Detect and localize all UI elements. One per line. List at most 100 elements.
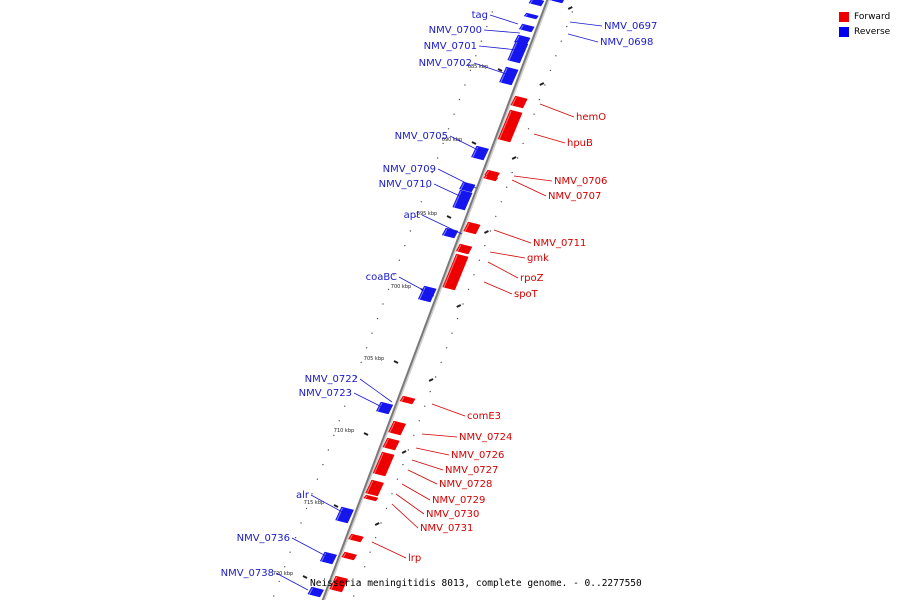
- major-tick: [483, 230, 489, 234]
- gene-label-gmk[interactable]: gmk: [527, 253, 549, 264]
- forward-gene-block-shine: [366, 480, 374, 495]
- gene-label-nmv_0702[interactable]: NMV_0702: [419, 58, 472, 69]
- gene-label-spot-leader: [483, 281, 513, 295]
- tick-dot: [420, 201, 422, 203]
- forward-gene-block[interactable]: [463, 221, 481, 235]
- forward-gene-block[interactable]: [388, 420, 407, 436]
- tick-dot: [571, 11, 573, 13]
- major-tick: [374, 522, 380, 526]
- tick-dot: [424, 405, 426, 407]
- reverse-gene-block[interactable]: [499, 66, 519, 86]
- gene-label-nmv_0697[interactable]: NMV_0697: [604, 21, 657, 32]
- forward-gene-block[interactable]: [372, 451, 395, 477]
- gene-label-nmv_0731[interactable]: NMV_0731: [420, 523, 473, 534]
- reverse-gene-block[interactable]: [471, 145, 489, 161]
- reverse-gene-block[interactable]: [549, 0, 566, 4]
- tick-dot: [544, 84, 546, 86]
- reverse-gene-block[interactable]: [307, 586, 324, 598]
- gene-label-gmk-leader: [489, 251, 526, 259]
- gene-label-rpoz[interactable]: rpoZ: [520, 273, 544, 284]
- tick-dot: [447, 128, 450, 130]
- forward-gene-block[interactable]: [348, 533, 364, 543]
- forward-gene-block[interactable]: [455, 243, 473, 255]
- scale-label: 685 kbp: [468, 64, 488, 70]
- gene-label-nmv_0724[interactable]: NMV_0724: [459, 432, 512, 443]
- forward-gene-block[interactable]: [329, 575, 349, 593]
- gene-label-nmv_0729[interactable]: NMV_0729: [432, 495, 485, 506]
- major-tick: [511, 156, 517, 160]
- gene-label-hpub[interactable]: hpuB: [567, 138, 593, 149]
- gene-label-coabc[interactable]: coaBC: [366, 272, 397, 283]
- forward-gene-block[interactable]: [382, 437, 400, 451]
- reverse-gene-block[interactable]: [518, 23, 535, 33]
- gene-label-nmv_0709[interactable]: NMV_0709: [383, 164, 436, 175]
- tick-dot: [371, 332, 373, 334]
- major-tick: [456, 304, 462, 308]
- reverse-gene-block[interactable]: [452, 189, 473, 211]
- forward-gene-block[interactable]: [483, 174, 499, 182]
- gene-label-nmv_0710[interactable]: NMV_0710: [379, 179, 432, 190]
- gene-label-apt[interactable]: apt: [404, 210, 420, 221]
- legend-label-reverse: Reverse: [854, 26, 891, 37]
- reverse-gene-block[interactable]: [523, 12, 539, 20]
- gene-label-nmv_0730-leader: [395, 493, 425, 515]
- tick-dot: [456, 317, 459, 320]
- tick-dot: [440, 361, 442, 364]
- gene-label-nmv_0705[interactable]: NMV_0705: [395, 131, 448, 142]
- reverse-gene-block-shine: [308, 587, 314, 596]
- forward-gene-block[interactable]: [442, 253, 469, 291]
- gene-label-spot[interactable]: spoT: [514, 289, 539, 300]
- tick-dot: [391, 493, 393, 495]
- gene-label-nmv_0726[interactable]: NMV_0726: [451, 450, 504, 461]
- reverse-gene-block-shine: [519, 24, 524, 31]
- gene-label-nmv_0736[interactable]: NMV_0736: [237, 533, 290, 544]
- gene-label-nmv_0730[interactable]: NMV_0730: [426, 509, 479, 520]
- gene-label-come3[interactable]: comE3: [467, 411, 501, 422]
- forward-gene-block[interactable]: [510, 95, 528, 109]
- forward-gene-block[interactable]: [365, 479, 385, 497]
- gene-label-nmv_0701-leader: [478, 45, 519, 51]
- gene-label-nmv_0727[interactable]: NMV_0727: [445, 465, 498, 476]
- gene-label-nmv_0711[interactable]: NMV_0711: [533, 238, 586, 249]
- gene-label-tag-leader: [489, 14, 519, 25]
- forward-gene-block-shine: [349, 534, 353, 541]
- tick-dot: [436, 157, 439, 159]
- gene-label-nmv_0729-leader: [401, 483, 431, 501]
- gene-label-nmv_0709-leader: [437, 168, 477, 189]
- gene-label-nmv_0698[interactable]: NMV_0698: [600, 37, 653, 48]
- forward-gene-block[interactable]: [497, 109, 523, 143]
- reverse-gene-block[interactable]: [507, 40, 529, 64]
- tick-dot: [500, 201, 502, 203]
- reverse-swatch: [839, 26, 849, 37]
- gene-label-nmv_0738[interactable]: NMV_0738: [221, 568, 274, 579]
- gene-label-alr[interactable]: alr: [296, 490, 310, 501]
- gene-label-nmv_0700[interactable]: NMV_0700: [429, 25, 482, 36]
- forward-gene-block[interactable]: [341, 551, 358, 561]
- reverse-gene-block[interactable]: [417, 285, 437, 303]
- gene-label-tag[interactable]: tag: [472, 10, 488, 21]
- forward-gene-block-shine: [498, 110, 512, 141]
- tick-dot: [305, 507, 308, 510]
- tick-dot: [289, 551, 291, 553]
- tick-dot: [283, 566, 286, 568]
- tick-dot: [353, 595, 355, 597]
- gene-label-hemo[interactable]: hemO: [576, 112, 606, 123]
- forward-gene-block[interactable]: [399, 395, 416, 405]
- forward-gene-block[interactable]: [363, 494, 379, 502]
- tick-dot: [413, 434, 415, 437]
- gene-label-nmv_0707[interactable]: NMV_0707: [548, 191, 601, 202]
- gene-label-nmv_0723[interactable]: NMV_0723: [299, 388, 352, 399]
- gene-label-lrp[interactable]: lrp: [408, 553, 421, 564]
- gene-label-nmv_0701[interactable]: NMV_0701: [424, 41, 477, 52]
- reverse-gene-block[interactable]: [528, 0, 545, 7]
- scale-label: 700 kbp: [391, 284, 411, 290]
- gene-label-nmv_0722[interactable]: NMV_0722: [305, 374, 358, 385]
- reverse-gene-block[interactable]: [459, 181, 476, 193]
- gene-label-nmv_0728[interactable]: NMV_0728: [439, 479, 492, 490]
- tick-dot: [473, 274, 475, 276]
- gene-label-nmv_0706[interactable]: NMV_0706: [554, 176, 607, 187]
- tick-dot: [316, 478, 319, 480]
- tick-dot: [349, 390, 351, 393]
- tick-dot: [434, 376, 437, 378]
